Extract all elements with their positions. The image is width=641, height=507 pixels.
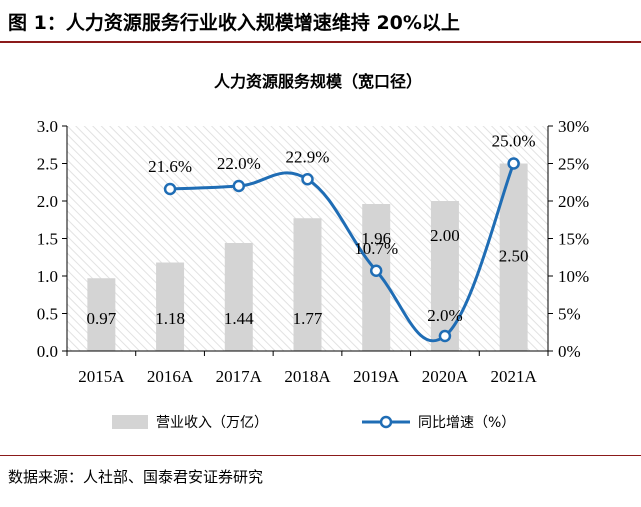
y-right-tick-label: 5% xyxy=(558,305,581,324)
y-right-tick-label: 0% xyxy=(558,342,581,361)
bar-value-label-2016A: 1.18 xyxy=(155,309,185,328)
y-right-tick-label: 10% xyxy=(558,267,589,286)
bar-2020A xyxy=(430,201,459,351)
top-rule xyxy=(0,41,641,43)
growth-value-label-2018A: 22.9% xyxy=(286,147,330,166)
growth-point-2018A xyxy=(301,173,314,186)
legend-marker-growth xyxy=(379,415,393,429)
legend-label-growth: 同比增速（%） xyxy=(418,415,515,431)
y-left-tick-label: 0.5 xyxy=(37,305,58,324)
y-left-tick-label: 3.0 xyxy=(37,117,58,136)
y-left-tick-label: 1.5 xyxy=(37,230,58,249)
bar-value-label-2018A: 1.77 xyxy=(293,309,323,328)
y-left-tick-label: 2.0 xyxy=(37,192,58,211)
y-left-tick-label: 2.5 xyxy=(37,155,58,174)
y-right-tick-label: 25% xyxy=(558,155,589,174)
source-note: 数据来源：人社部、国泰君安证券研究 xyxy=(8,468,264,486)
growth-point-2020A xyxy=(438,329,452,343)
bar-2019A xyxy=(362,204,391,351)
figure-title: 图 1：人力资源服务行业收入规模增速维持 20%以上 xyxy=(8,12,460,34)
bar-value-label-2019A: 1.96 xyxy=(361,229,391,248)
y-right-tick-label: 15% xyxy=(558,230,589,249)
growth-value-label-2016A: 21.6% xyxy=(148,157,192,176)
x-tick-label-2018A: 2018A xyxy=(284,367,331,386)
growth-value-label-2019A: 10.7% xyxy=(354,239,398,258)
chart: 人力资源服务规模（宽口径） 0.0 0.5 1.0 1.5 2.0 2.5 3.0 0% 5% 1… xyxy=(37,72,589,431)
bar-value-label-2020A: 2.00 xyxy=(430,226,460,245)
growth-point-2019A xyxy=(369,264,383,277)
legend-label-revenue: 营业收入（万亿） xyxy=(156,415,268,431)
bar-2018A xyxy=(293,218,322,351)
growth-point-2017A xyxy=(232,179,246,193)
y-left-tick-label: 0.0 xyxy=(37,342,58,361)
y-right-tick-label: 20% xyxy=(558,192,589,211)
bar-value-label-2017A: 1.44 xyxy=(224,309,254,328)
x-tick-label-2019A: 2019A xyxy=(353,367,400,386)
bar-2017A xyxy=(224,243,253,351)
growth-point-2021A xyxy=(507,157,520,170)
growth-value-label-2017A: 22.0% xyxy=(217,154,261,173)
growth-point-2016A xyxy=(163,182,177,196)
y-right-tick-label: 30% xyxy=(558,117,589,136)
legend-swatch-revenue xyxy=(112,415,148,429)
x-tick-label-2020A: 2020A xyxy=(422,367,469,386)
bar-2015A xyxy=(87,278,116,351)
chart-title: 人力资源服务规模（宽口径） xyxy=(214,72,422,91)
bar-value-label-2015A: 0.97 xyxy=(86,309,116,328)
x-tick-label-2015A: 2015A xyxy=(78,367,125,386)
x-tick-label-2016A: 2016A xyxy=(147,367,194,386)
growth-value-label-2021A: 25.0% xyxy=(492,132,536,151)
y-left-tick-label: 1.0 xyxy=(37,267,58,286)
x-tick-label-2021A: 2021A xyxy=(491,367,538,386)
growth-value-label-2020A: 2.0% xyxy=(427,306,462,325)
bar-2016A xyxy=(156,262,185,351)
x-tick-label-2017A: 2017A xyxy=(216,367,263,386)
bottom-rule xyxy=(0,455,641,456)
legend: 营业收入（万亿） 同比增速（%） xyxy=(112,415,515,431)
bar-value-label-2021A: 2.50 xyxy=(499,247,529,266)
